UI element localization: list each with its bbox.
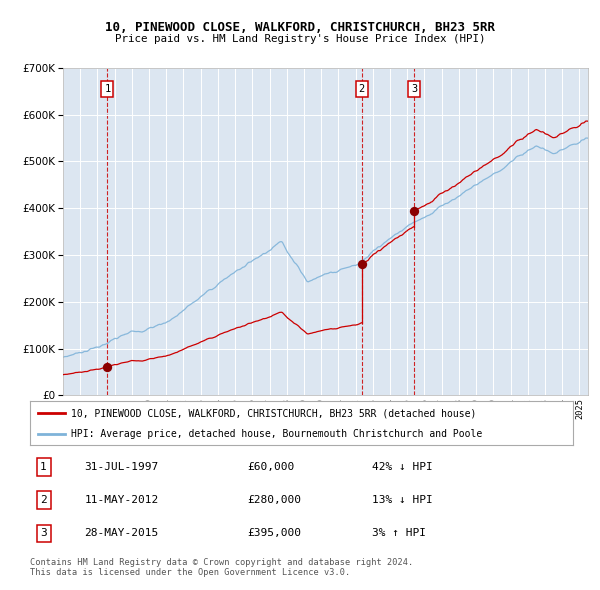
Text: 1: 1 — [104, 84, 110, 94]
Text: 3: 3 — [40, 528, 47, 538]
Text: 2: 2 — [40, 495, 47, 505]
Text: Contains HM Land Registry data © Crown copyright and database right 2024.
This d: Contains HM Land Registry data © Crown c… — [30, 558, 413, 577]
Text: 42% ↓ HPI: 42% ↓ HPI — [372, 462, 433, 472]
Text: 11-MAY-2012: 11-MAY-2012 — [85, 495, 158, 505]
Text: 10, PINEWOOD CLOSE, WALKFORD, CHRISTCHURCH, BH23 5RR: 10, PINEWOOD CLOSE, WALKFORD, CHRISTCHUR… — [105, 21, 495, 34]
Point — [357, 260, 367, 269]
Text: HPI: Average price, detached house, Bournemouth Christchurch and Poole: HPI: Average price, detached house, Bour… — [71, 428, 482, 438]
Text: £60,000: £60,000 — [247, 462, 295, 472]
Text: Price paid vs. HM Land Registry's House Price Index (HPI): Price paid vs. HM Land Registry's House … — [115, 34, 485, 44]
Text: 2: 2 — [359, 84, 365, 94]
Text: 31-JUL-1997: 31-JUL-1997 — [85, 462, 158, 472]
Text: 13% ↓ HPI: 13% ↓ HPI — [372, 495, 433, 505]
Text: 1: 1 — [40, 462, 47, 472]
Point — [410, 206, 419, 215]
Point — [103, 362, 112, 372]
Text: £395,000: £395,000 — [247, 528, 301, 538]
Text: 28-MAY-2015: 28-MAY-2015 — [85, 528, 158, 538]
Text: 10, PINEWOOD CLOSE, WALKFORD, CHRISTCHURCH, BH23 5RR (detached house): 10, PINEWOOD CLOSE, WALKFORD, CHRISTCHUR… — [71, 408, 476, 418]
Text: 3: 3 — [411, 84, 418, 94]
Text: 3% ↑ HPI: 3% ↑ HPI — [372, 528, 426, 538]
Text: £280,000: £280,000 — [247, 495, 301, 505]
